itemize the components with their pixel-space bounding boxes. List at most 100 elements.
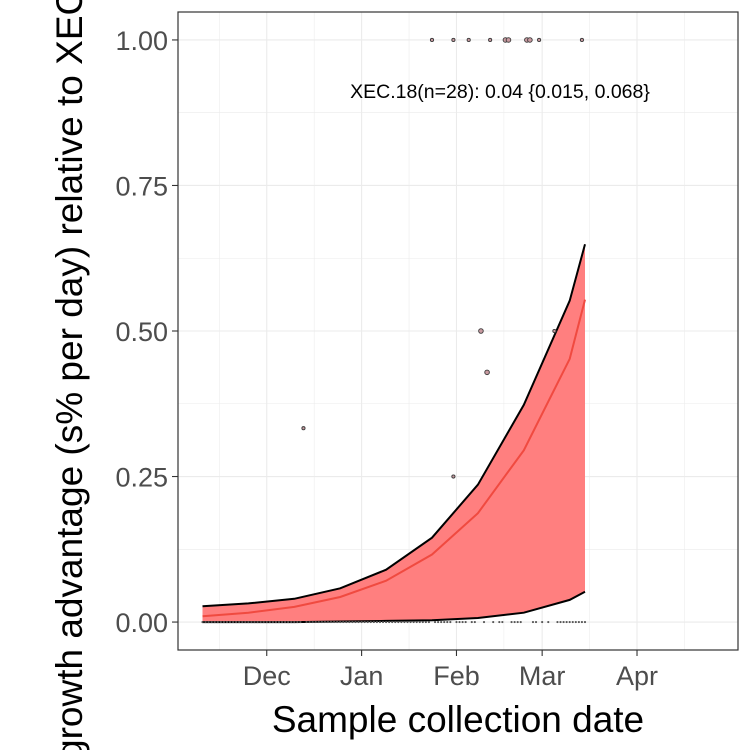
- data-point-zero: [250, 620, 253, 624]
- data-point: [484, 369, 490, 376]
- data-point-zero: [225, 620, 229, 624]
- confidence-ribbon: [202, 244, 585, 623]
- x-tick-label: Dec: [243, 661, 291, 691]
- data-point-zero: [293, 620, 296, 624]
- data-point-zero: [375, 620, 379, 624]
- data-point-zero: [314, 620, 317, 624]
- x-tick-label: Mar: [519, 661, 566, 691]
- data-point-zero: [351, 620, 354, 624]
- data-point-zero: [556, 620, 559, 624]
- data-point-zero: [360, 620, 363, 624]
- data-point-zero: [296, 620, 299, 624]
- data-point-zero: [256, 620, 259, 624]
- data-point-zero: [443, 620, 446, 624]
- data-point: [429, 37, 435, 42]
- data-point-zero: [317, 620, 320, 624]
- data-point-zero: [326, 620, 330, 624]
- data-point-zero: [201, 620, 204, 624]
- data-point: [488, 37, 493, 42]
- data-point-zero: [345, 620, 348, 624]
- data-point-zero: [541, 620, 544, 624]
- data-point-zero: [455, 620, 458, 624]
- data-point: [451, 37, 456, 42]
- data-point-zero: [320, 620, 323, 624]
- data-point-zero: [284, 620, 287, 624]
- lower-bound-line: [202, 590, 586, 624]
- data-point-zero: [403, 620, 406, 624]
- data-point-zero: [534, 620, 538, 624]
- data-point-zero: [574, 620, 577, 624]
- data-point-zero: [265, 620, 268, 624]
- data-point: [527, 37, 533, 43]
- confidence-ribbon-layer: [202, 244, 585, 623]
- upper-bound-line: [202, 244, 586, 608]
- data-point-zero: [268, 620, 271, 624]
- data-point-zero: [235, 620, 238, 624]
- data-point-zero: [381, 620, 385, 624]
- data-point-zero: [339, 620, 342, 624]
- data-point-zero: [433, 620, 437, 624]
- x-axis: Dec Jan Feb Mar Apr: [243, 650, 658, 691]
- data-point-zero: [348, 620, 351, 624]
- data-point-zero: [470, 620, 473, 624]
- data-point-zero: [342, 620, 345, 624]
- data-point-zero: [287, 620, 290, 624]
- data-point-zero: [562, 620, 565, 624]
- data-point-zero: [378, 620, 382, 624]
- data-point-zero: [210, 620, 213, 624]
- data-point-zero: [253, 620, 256, 624]
- data-point-zero: [369, 620, 372, 624]
- data-point-zero: [501, 620, 504, 624]
- fit-annotation: XEC.18(n=28): 0.04 {0.015, 0.068}: [350, 81, 650, 103]
- data-point: [537, 37, 542, 42]
- data-point-zero: [222, 620, 226, 624]
- data-point-zero: [565, 620, 568, 624]
- data-point-zero: [531, 620, 535, 624]
- data-point-zero: [228, 620, 232, 624]
- x-axis-title: Sample collection date: [272, 699, 644, 740]
- data-point-zero: [498, 620, 501, 624]
- x-tick-label: Apr: [616, 661, 658, 691]
- y-tick-label: 0.50: [115, 317, 168, 347]
- data-point-zero: [207, 620, 210, 624]
- data-point-zero: [446, 620, 449, 624]
- data-point-zero: [299, 620, 302, 624]
- data-point-zero: [440, 620, 443, 624]
- data-point-zero: [213, 620, 216, 624]
- data-point-zero: [418, 620, 421, 624]
- data-point-zero: [244, 620, 247, 624]
- data-point-zero: [280, 620, 284, 624]
- data-point-zero: [332, 620, 336, 624]
- data-point-zero: [305, 620, 308, 624]
- data-point-zero: [424, 620, 427, 624]
- data-point-zero: [461, 620, 464, 624]
- y-axis: 0.00 0.25 0.50 0.75 1.00: [115, 26, 178, 638]
- data-point-zero: [354, 620, 357, 624]
- x-tick-label: Jan: [340, 661, 384, 691]
- data-point-zero: [357, 620, 360, 624]
- data-point-zero: [372, 620, 375, 624]
- data-point-zero: [336, 620, 339, 624]
- data-point-zero: [547, 620, 550, 624]
- data-point-zero: [384, 620, 388, 624]
- data-point-zero: [290, 620, 293, 624]
- data-point-zero: [277, 620, 281, 624]
- data-point-zero: [363, 620, 366, 624]
- y-tick-label: 0.75: [115, 171, 168, 201]
- data-point-zero: [391, 620, 394, 624]
- data-point-zero: [510, 620, 513, 624]
- data-point-zero: [577, 620, 580, 624]
- data-point-zero: [259, 620, 262, 624]
- data-point-zero: [458, 620, 461, 624]
- data-point-zero: [400, 620, 403, 624]
- data-point-zero: [308, 620, 311, 624]
- fit-lines-layer: [202, 244, 586, 624]
- data-point-zero: [238, 620, 241, 624]
- data-point-zero: [247, 620, 250, 624]
- data-point-zero: [271, 620, 274, 624]
- data-point-zero: [397, 620, 400, 624]
- y-tick-label: 0.00: [115, 608, 168, 638]
- grid-lines: [178, 12, 738, 650]
- data-point: [478, 328, 484, 334]
- data-point-zero: [329, 620, 333, 624]
